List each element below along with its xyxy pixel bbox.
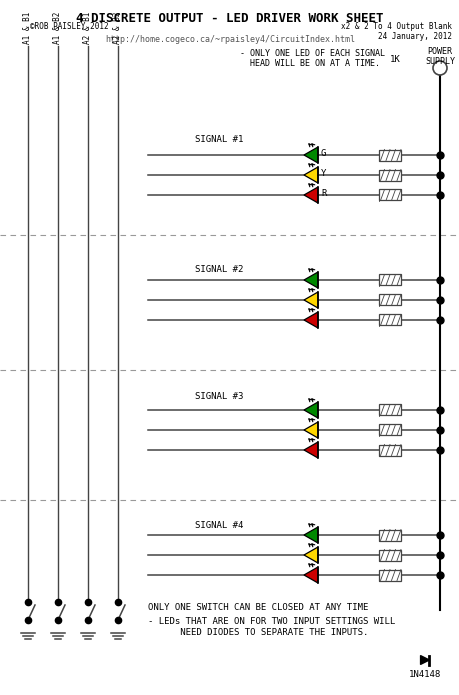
Text: SIGNAL #4: SIGNAL #4 [195,521,243,530]
Text: 4 DISCRETE OUTPUT - LED DRIVER WORK SHEET: 4 DISCRETE OUTPUT - LED DRIVER WORK SHEE… [76,12,383,25]
Bar [378,170,400,181]
Text: SIGNAL #1: SIGNAL #1 [195,136,243,145]
Polygon shape [303,442,317,458]
Polygon shape [303,187,317,203]
Text: ONLY ONE SWITCH CAN BE CLOSED AT ANY TIME: ONLY ONE SWITCH CAN BE CLOSED AT ANY TIM… [148,603,368,612]
Text: G: G [320,149,326,158]
Bar [378,190,400,200]
Polygon shape [303,312,317,328]
Bar [378,275,400,286]
Text: ©ROB PAISLEY 2012: ©ROB PAISLEY 2012 [30,22,108,31]
Bar [378,295,400,306]
Polygon shape [303,567,317,583]
Bar [378,530,400,541]
Polygon shape [420,655,429,664]
Text: A2 & B1: A2 & B1 [84,12,92,44]
Text: SIGNAL #3: SIGNAL #3 [195,393,243,402]
Polygon shape [303,272,317,288]
Text: A2 & B2: A2 & B2 [113,12,122,44]
Polygon shape [303,167,317,183]
Polygon shape [303,547,317,563]
Bar [378,315,400,325]
Polygon shape [303,292,317,308]
Text: Y: Y [320,170,326,179]
Bar [378,550,400,560]
Bar [378,404,400,416]
Text: - ONLY ONE LED OF EACH SIGNAL
  HEAD WILL BE ON AT A TIME.: - ONLY ONE LED OF EACH SIGNAL HEAD WILL … [240,49,384,68]
Text: SIGNAL #2: SIGNAL #2 [195,265,243,275]
Text: 1K: 1K [389,55,399,64]
Text: x2 & 2 To 4 Output Blank
24 January, 2012: x2 & 2 To 4 Output Blank 24 January, 201… [340,22,451,42]
Text: A1 & B2: A1 & B2 [53,12,62,44]
Polygon shape [303,147,317,163]
Bar [378,445,400,455]
Polygon shape [303,422,317,438]
Circle shape [432,61,446,75]
Text: - LEDs THAT ARE ON FOR TWO INPUT SETTINGS WILL
      NEED DIODES TO SEPARATE THE: - LEDs THAT ARE ON FOR TWO INPUT SETTING… [148,617,394,637]
Bar [378,569,400,580]
Text: POWER
SUPPLY: POWER SUPPLY [424,47,454,67]
Text: R: R [320,190,326,199]
Text: 1N4148: 1N4148 [408,670,440,679]
Text: http://home.cogeco.ca/~rpaisley4/CircuitIndex.html: http://home.cogeco.ca/~rpaisley4/Circuit… [105,35,354,44]
Text: A1 & B1: A1 & B1 [23,12,33,44]
Bar [378,149,400,161]
Bar [378,425,400,436]
Polygon shape [303,527,317,543]
Polygon shape [303,402,317,418]
